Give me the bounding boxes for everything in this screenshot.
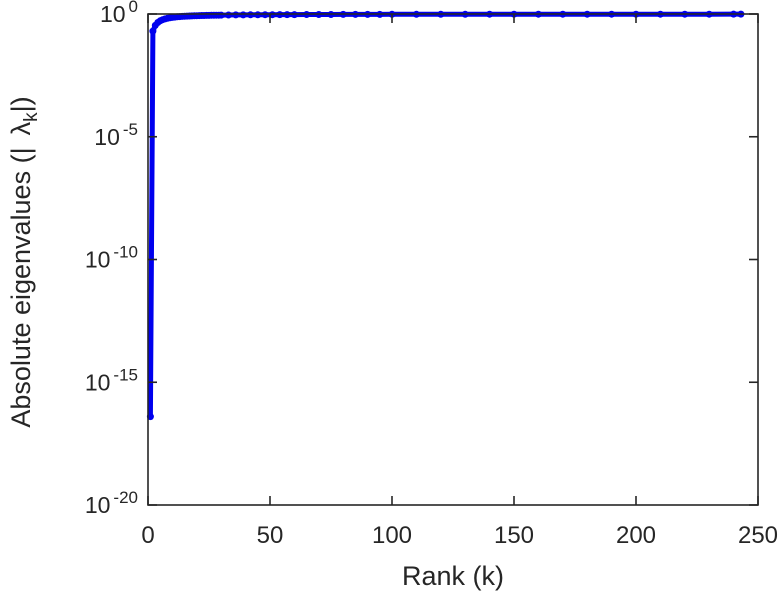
data-point <box>239 11 247 19</box>
y-tick-label: 10 0 <box>100 0 138 27</box>
data-point <box>232 11 240 19</box>
plot-box <box>147 13 759 506</box>
data-point <box>149 27 157 35</box>
y-tick-label: 10 -20 <box>85 488 138 518</box>
data-point <box>225 11 232 19</box>
data-series <box>146 10 745 421</box>
series-line <box>147 11 744 420</box>
y-tick-label: 10 -10 <box>85 243 138 273</box>
x-tick-label: 100 <box>372 522 412 549</box>
x-tick-label: 200 <box>616 522 656 549</box>
x-tick-label: 0 <box>141 522 154 549</box>
x-axis-label: Rank (k) <box>402 561 504 591</box>
x-tick-label: 250 <box>738 522 778 549</box>
x-tick-label: 150 <box>494 522 534 549</box>
x-tick-label: 50 <box>257 522 284 549</box>
y-axis-label: Absolute eigenvalues (|λk|) <box>6 96 42 427</box>
y-tick-label: 10 -5 <box>94 120 138 150</box>
y-tick-label: 10 -15 <box>85 365 138 395</box>
data-point <box>217 11 225 19</box>
